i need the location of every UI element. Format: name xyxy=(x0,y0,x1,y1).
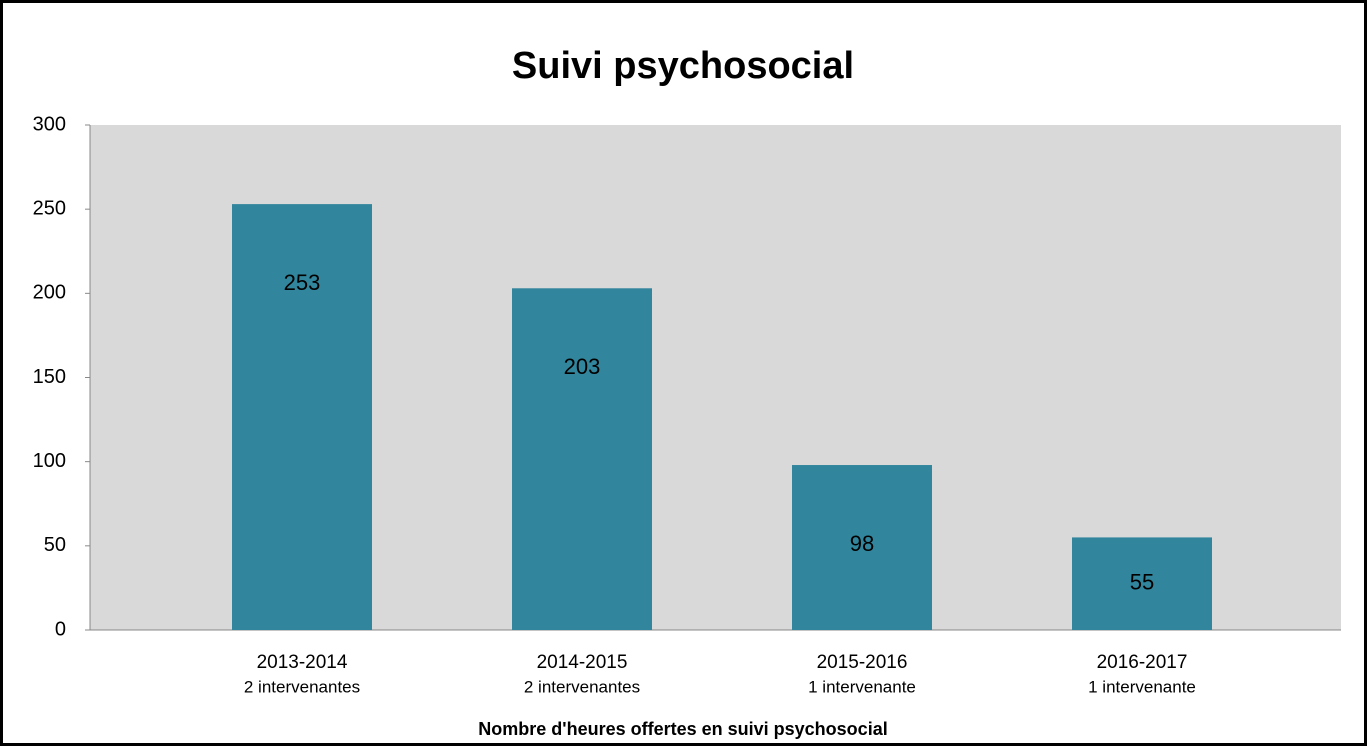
bar xyxy=(792,465,932,630)
y-tick-label: 50 xyxy=(44,534,66,556)
data-label: 98 xyxy=(850,531,874,556)
y-tick-label: 100 xyxy=(33,450,66,472)
x-tick-label: 2014-2015 xyxy=(537,652,628,673)
x-tick-note: 1 intervenante xyxy=(1088,677,1196,696)
x-tick-note: 1 intervenante xyxy=(808,677,916,696)
x-tick-note: 2 intervenantes xyxy=(244,677,360,696)
y-tick-label: 200 xyxy=(33,282,66,304)
data-label: 203 xyxy=(564,354,601,379)
x-tick-label: 2015-2016 xyxy=(817,652,908,673)
bar xyxy=(1072,537,1212,630)
x-tick-note: 2 intervenantes xyxy=(524,677,640,696)
x-tick-label: 2013-2014 xyxy=(257,652,348,673)
bar xyxy=(232,204,372,630)
data-label: 253 xyxy=(284,270,321,295)
y-tick-label: 0 xyxy=(55,618,66,640)
data-label: 55 xyxy=(1130,570,1154,595)
y-tick-label: 300 xyxy=(33,113,66,135)
y-tick-label: 250 xyxy=(33,197,66,219)
bar xyxy=(512,288,652,630)
x-axis-title: Nombre d'heures offertes en suivi psycho… xyxy=(478,719,887,739)
y-tick-label: 150 xyxy=(33,366,66,388)
x-tick-label: 2016-2017 xyxy=(1097,652,1188,673)
chart-title: Suivi psychosocial xyxy=(512,45,854,87)
